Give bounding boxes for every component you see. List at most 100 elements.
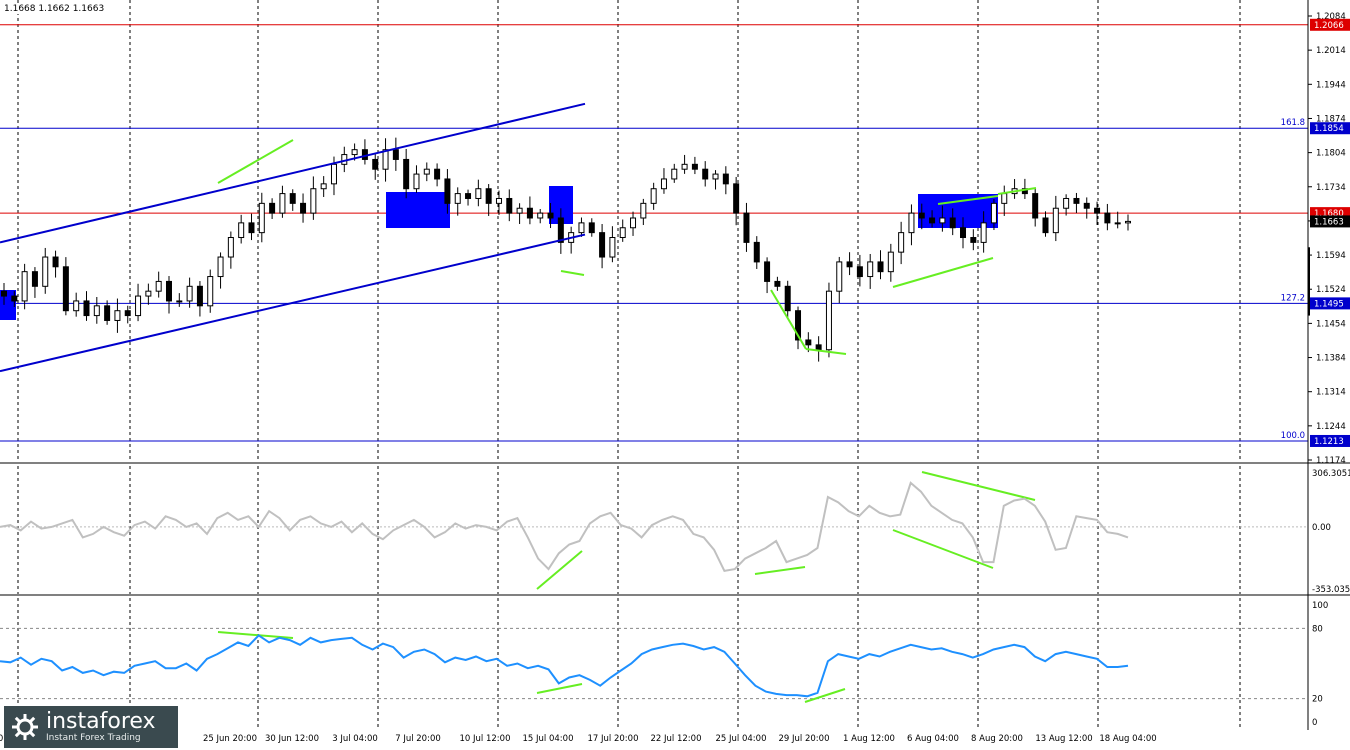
price-channel <box>0 102 586 373</box>
grid-lines <box>0 0 1308 730</box>
candle-body-46 <box>475 188 482 199</box>
time-tick-1: 25 Jun 20:00 <box>203 734 257 744</box>
candle-body-50 <box>516 207 523 214</box>
candle-body-63 <box>650 188 657 204</box>
instaforex-logo: instaforex Instant Forex Trading <box>4 706 178 748</box>
logo-mark-icon <box>12 714 38 740</box>
candle-body-93 <box>960 227 967 239</box>
price-labels: 161.8 127.2 100.0 1.2066 1.1680 1.1854 1.1495 1… <box>1281 18 1350 447</box>
candle-body-68 <box>702 168 709 180</box>
candle-body-2 <box>21 271 28 302</box>
divergence-price-5 <box>997 187 1037 195</box>
candle-body-5 <box>52 256 59 268</box>
price-tick-11: 1.1314 <box>1316 388 1346 398</box>
price-tick-4: 1.1804 <box>1316 149 1346 159</box>
candle-body-84 <box>867 261 874 278</box>
candle-body-65 <box>671 168 678 180</box>
candle-body-8 <box>83 300 90 317</box>
candle-body-7 <box>73 300 80 312</box>
divergence-price-1 <box>560 270 585 276</box>
candle-body-75 <box>774 280 781 287</box>
fib-label-3: 127.2 <box>1281 293 1305 303</box>
level-value-3: 1.1495 <box>1314 299 1344 309</box>
candle-body-11 <box>114 310 121 321</box>
divergence-cci-0 <box>536 550 583 590</box>
candles <box>1 137 1310 362</box>
time-tick-15: 18 Aug 04:00 <box>1099 734 1156 744</box>
divergence-price-4 <box>937 195 999 205</box>
candle-body-103 <box>1063 197 1070 209</box>
candle-body-71 <box>733 183 740 214</box>
price-tick-1: 1.2014 <box>1316 46 1346 56</box>
candle-body-61 <box>630 217 637 229</box>
candle-body-30 <box>310 188 317 214</box>
candle-body-4 <box>42 256 49 287</box>
candle-body-106 <box>1094 207 1101 214</box>
candle-body-34 <box>351 149 358 156</box>
candle-body-72 <box>743 212 750 243</box>
price-tick-10: 1.1384 <box>1316 354 1346 364</box>
candle-body-56 <box>578 222 585 234</box>
candle-body-90 <box>929 217 936 224</box>
fib-label-4: 100.0 <box>1281 431 1305 441</box>
candle-body-20 <box>207 276 214 307</box>
channel-upper <box>0 102 586 244</box>
rsi-panel <box>0 634 1129 698</box>
candle-body-15 <box>155 280 162 292</box>
cci-line <box>0 481 1129 573</box>
cci-tick-1: 0.00 <box>1312 523 1331 533</box>
candle-body-80 <box>825 290 832 351</box>
candle-body-57 <box>588 222 595 234</box>
time-tick-12: 6 Aug 04:00 <box>907 734 959 744</box>
candle-body-36 <box>372 158 379 170</box>
candle-body-81 <box>836 261 843 292</box>
candle-body-32 <box>330 163 337 185</box>
candle-body-108 <box>1114 222 1121 225</box>
time-tick-10: 29 Jul 20:00 <box>779 734 830 744</box>
time-tick-11: 1 Aug 12:00 <box>843 734 895 744</box>
candle-body-18 <box>186 285 193 302</box>
time-tick-13: 8 Aug 20:00 <box>971 734 1023 744</box>
candle-body-92 <box>949 217 956 229</box>
candle-body-62 <box>640 202 647 219</box>
candle-body-101 <box>1042 217 1049 234</box>
candle-body-16 <box>165 280 172 302</box>
time-tick-2: 30 Jun 12:00 <box>265 734 319 744</box>
time-tick-8: 22 Jul 12:00 <box>651 734 702 744</box>
candle-body-97 <box>1001 193 1008 204</box>
candle-body-85 <box>877 261 884 273</box>
logo-brand: instaforex <box>46 708 156 734</box>
channel-lower <box>0 233 586 373</box>
candle-body-43 <box>444 178 451 204</box>
candle-body-105 <box>1083 202 1090 209</box>
candle-body-78 <box>805 339 812 346</box>
candle-body-67 <box>691 163 698 170</box>
candle-body-24 <box>248 222 255 234</box>
level-value-2: 1.1854 <box>1314 124 1344 134</box>
level-box-2 <box>1310 122 1350 135</box>
time-tick-3: 3 Jul 04:00 <box>332 734 378 744</box>
current-price-box <box>1310 215 1350 228</box>
candle-body-102 <box>1052 207 1059 234</box>
level-value-4: 1.1213 <box>1314 437 1344 447</box>
candle-body-95 <box>980 222 987 243</box>
time-tick-5: 10 Jul 12:00 <box>460 734 511 744</box>
candle-body-27 <box>279 193 286 214</box>
price-tick-5: 1.1734 <box>1316 183 1346 193</box>
candle-body-77 <box>795 310 802 341</box>
divergence-cci-1 <box>754 566 806 575</box>
divergence-rsi-0 <box>217 631 294 639</box>
level-value-0: 1.2066 <box>1314 21 1344 31</box>
divergence-lines <box>217 139 1037 703</box>
rsi-tick-2: 20 <box>1312 695 1323 705</box>
candle-body-96 <box>990 202 997 224</box>
candle-body-12 <box>124 310 131 317</box>
ohlc-readout: 1.1668 1.1662 1.1663 <box>2 4 107 14</box>
candle-body-28 <box>289 193 296 204</box>
candle-body-74 <box>764 261 771 282</box>
price-levels <box>0 24 1308 442</box>
candle-body-44 <box>454 193 461 204</box>
candle-body-17 <box>176 300 183 303</box>
price-tick-7: 1.1594 <box>1316 251 1346 261</box>
